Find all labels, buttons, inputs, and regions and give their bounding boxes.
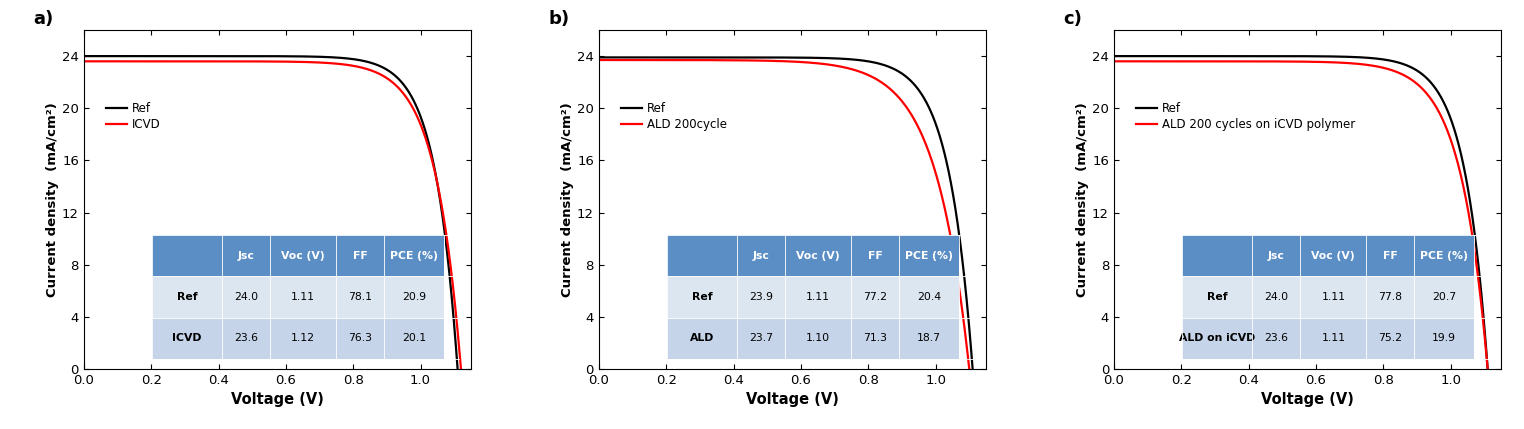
Bar [1367, 317, 1414, 359]
Bar [384, 317, 443, 359]
Bar [1181, 276, 1253, 317]
Legend: Ref, ALD 200 cycles on iCVD polymer: Ref, ALD 200 cycles on iCVD polymer [1131, 97, 1359, 136]
Text: Jsc: Jsc [1268, 251, 1285, 261]
Bar [384, 276, 443, 317]
Text: Voc (V): Voc (V) [797, 251, 840, 261]
Bar [223, 317, 270, 359]
Bar [384, 235, 443, 276]
Bar [785, 276, 852, 317]
Bar [337, 235, 384, 276]
Bar [223, 276, 270, 317]
Text: PCE (%): PCE (%) [390, 251, 437, 261]
Y-axis label: Current density  (mA/cm²): Current density (mA/cm²) [561, 102, 575, 297]
Bar [852, 317, 899, 359]
Text: 24.0: 24.0 [235, 292, 258, 302]
Bar [1414, 317, 1474, 359]
Text: 1.12: 1.12 [291, 333, 315, 343]
Text: Voc (V): Voc (V) [1312, 251, 1355, 261]
Text: Ref: Ref [1207, 292, 1227, 302]
Bar [1181, 235, 1253, 276]
Bar [270, 317, 337, 359]
Text: 78.1: 78.1 [347, 292, 372, 302]
Bar [738, 317, 785, 359]
Text: 23.6: 23.6 [1265, 333, 1288, 343]
Text: 1.11: 1.11 [291, 292, 315, 302]
Text: 75.2: 75.2 [1378, 333, 1402, 343]
Bar [899, 276, 959, 317]
Text: Jsc: Jsc [753, 251, 770, 261]
Text: Voc (V): Voc (V) [282, 251, 325, 261]
Text: c): c) [1064, 10, 1082, 28]
Bar [151, 235, 223, 276]
Bar [666, 276, 738, 317]
Bar [1414, 235, 1474, 276]
Bar [899, 235, 959, 276]
Bar [785, 235, 852, 276]
Bar [738, 276, 785, 317]
Bar [270, 276, 337, 317]
Bar [738, 235, 785, 276]
Bar [1367, 276, 1414, 317]
Text: 20.4: 20.4 [917, 292, 942, 302]
Bar [270, 235, 337, 276]
Text: 1.11: 1.11 [1321, 333, 1346, 343]
Text: Jsc: Jsc [238, 251, 255, 261]
Text: b): b) [549, 10, 570, 28]
Text: Ref: Ref [177, 292, 197, 302]
Text: 20.7: 20.7 [1433, 292, 1455, 302]
Text: 77.8: 77.8 [1378, 292, 1402, 302]
Bar [151, 317, 223, 359]
Text: 1.11: 1.11 [806, 292, 831, 302]
Bar [666, 317, 738, 359]
Bar [151, 276, 223, 317]
Bar [337, 276, 384, 317]
Bar [785, 317, 852, 359]
Text: 77.2: 77.2 [863, 292, 887, 302]
Text: FF: FF [867, 251, 882, 261]
Bar [899, 317, 959, 359]
Text: a): a) [34, 10, 53, 28]
Text: FF: FF [1382, 251, 1398, 261]
Bar [1253, 276, 1300, 317]
Text: 20.9: 20.9 [402, 292, 427, 302]
Bar [852, 235, 899, 276]
Text: 24.0: 24.0 [1265, 292, 1288, 302]
Text: 20.1: 20.1 [402, 333, 427, 343]
Bar [1253, 235, 1300, 276]
Bar [666, 235, 738, 276]
Bar [1300, 235, 1367, 276]
Bar [337, 317, 384, 359]
Bar [1414, 276, 1474, 317]
Text: ICVD: ICVD [172, 333, 201, 343]
Text: PCE (%): PCE (%) [905, 251, 952, 261]
Text: 19.9: 19.9 [1433, 333, 1455, 343]
Bar [223, 235, 270, 276]
Text: 1.11: 1.11 [1321, 292, 1346, 302]
Legend: Ref, ICVD: Ref, ICVD [101, 97, 166, 136]
X-axis label: Voltage (V): Voltage (V) [747, 393, 838, 408]
Text: 71.3: 71.3 [863, 333, 887, 343]
Text: 23.7: 23.7 [750, 333, 773, 343]
Text: PCE (%): PCE (%) [1420, 251, 1468, 261]
Text: Ref: Ref [692, 292, 712, 302]
X-axis label: Voltage (V): Voltage (V) [1260, 393, 1353, 408]
Bar [1367, 235, 1414, 276]
Text: FF: FF [352, 251, 367, 261]
Y-axis label: Current density  (mA/cm²): Current density (mA/cm²) [46, 102, 59, 297]
Text: 23.9: 23.9 [750, 292, 773, 302]
Bar [1253, 317, 1300, 359]
Y-axis label: Current density  (mA/cm²): Current density (mA/cm²) [1076, 102, 1090, 297]
Text: 1.10: 1.10 [806, 333, 831, 343]
Text: ALD: ALD [690, 333, 715, 343]
Bar [1300, 276, 1367, 317]
Bar [1181, 317, 1253, 359]
Text: 23.6: 23.6 [235, 333, 258, 343]
Bar [1300, 317, 1367, 359]
Legend: Ref, ALD 200cycle: Ref, ALD 200cycle [616, 97, 732, 136]
Bar [852, 276, 899, 317]
X-axis label: Voltage (V): Voltage (V) [232, 393, 325, 408]
Text: ALD on iCVD: ALD on iCVD [1180, 333, 1256, 343]
Text: 18.7: 18.7 [917, 333, 942, 343]
Text: 76.3: 76.3 [347, 333, 372, 343]
